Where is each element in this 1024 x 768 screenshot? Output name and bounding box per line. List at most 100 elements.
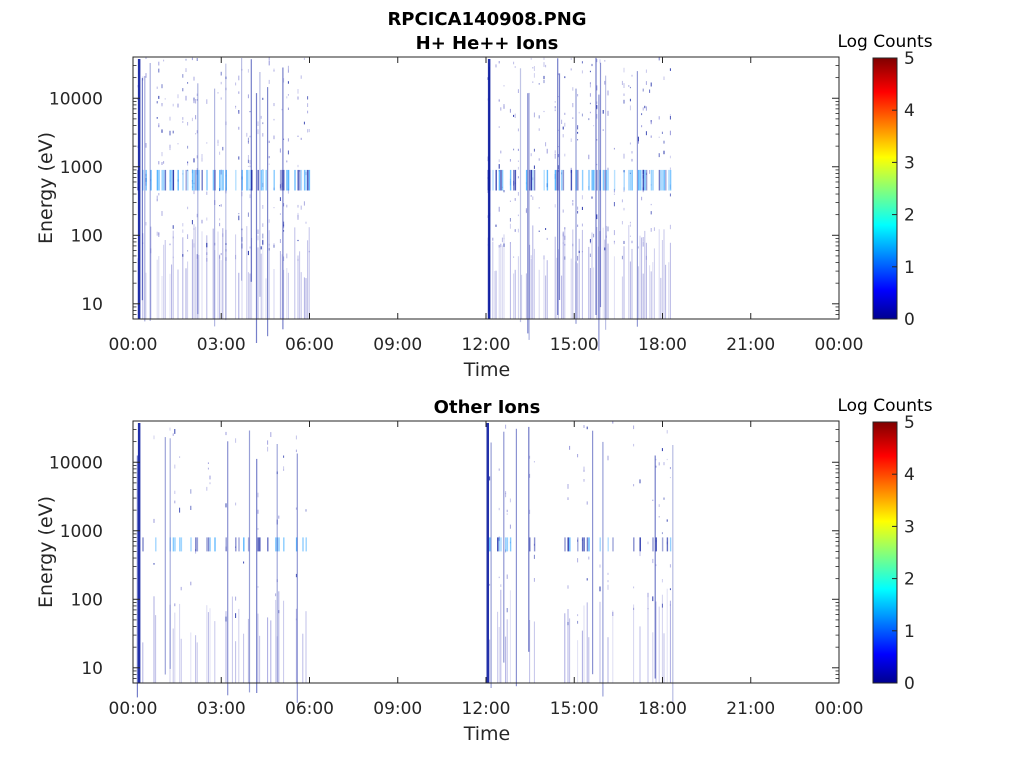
spectrogram-area xyxy=(137,57,672,351)
trace-speckle xyxy=(174,464,176,469)
trace-speckle xyxy=(241,191,243,197)
energy-band xyxy=(169,537,171,552)
burst-line xyxy=(519,68,522,323)
trace-speckle xyxy=(567,484,569,489)
trace-column xyxy=(639,626,641,683)
trace-speckle xyxy=(572,202,574,206)
burst-line xyxy=(136,455,138,698)
energy-band xyxy=(195,169,197,191)
trace-speckle xyxy=(607,110,609,116)
trace-column xyxy=(267,617,269,683)
energy-band xyxy=(206,169,208,191)
trace-speckle xyxy=(247,137,249,143)
trace-speckle xyxy=(283,221,285,227)
energy-band xyxy=(214,169,216,191)
trace-speckle xyxy=(268,248,270,251)
trace-speckle xyxy=(577,255,579,261)
trace-column xyxy=(521,274,523,319)
trace-speckle xyxy=(577,125,579,130)
trace-speckle xyxy=(538,230,540,232)
trace-speckle xyxy=(570,138,572,142)
energy-band xyxy=(509,537,512,552)
trace-speckle xyxy=(613,240,615,245)
trace-speckle xyxy=(238,91,240,94)
trace-speckle xyxy=(182,229,184,233)
trace-speckle xyxy=(650,135,652,138)
trace-speckle xyxy=(196,58,198,61)
trace-speckle xyxy=(569,445,571,450)
trace-speckle xyxy=(653,227,655,231)
energy-band xyxy=(294,169,296,191)
trace-speckle xyxy=(247,69,249,73)
trace-speckle xyxy=(235,105,237,107)
trace-speckle xyxy=(273,245,275,248)
trace-speckle xyxy=(498,99,500,102)
trace-speckle xyxy=(509,242,511,244)
trace-speckle xyxy=(191,57,193,61)
trace-speckle xyxy=(593,125,595,127)
trace-speckle xyxy=(623,207,625,211)
trace-speckle xyxy=(637,140,639,144)
colorbar-tick-label: 5 xyxy=(904,413,915,433)
energy-band xyxy=(492,169,494,191)
energy-band xyxy=(259,537,261,552)
trace-column xyxy=(190,632,192,683)
trace-column xyxy=(517,256,519,319)
trace-speckle xyxy=(529,455,531,459)
trace-speckle xyxy=(299,170,301,172)
energy-band xyxy=(501,169,504,191)
trace-column xyxy=(663,633,665,683)
trace-speckle xyxy=(557,165,559,170)
trace-column xyxy=(219,254,221,319)
trace-speckle xyxy=(570,68,572,71)
energy-band xyxy=(623,169,625,191)
trace-speckle xyxy=(174,490,176,494)
trace-column xyxy=(658,229,660,319)
trace-column xyxy=(530,258,532,319)
trace-column xyxy=(567,609,569,683)
trace-column xyxy=(174,612,176,683)
trace-speckle xyxy=(666,430,668,434)
trace-speckle xyxy=(247,165,249,167)
energy-band xyxy=(669,537,672,552)
trace-column xyxy=(644,230,646,319)
trace-speckle xyxy=(180,586,182,591)
trace-speckle xyxy=(235,546,237,548)
trace-speckle xyxy=(267,446,269,452)
trace-speckle xyxy=(182,254,184,257)
trace-speckle xyxy=(564,112,566,115)
energy-band xyxy=(219,169,221,191)
trace-speckle xyxy=(629,98,631,102)
trace-column xyxy=(653,248,655,319)
onset-burst xyxy=(486,423,489,683)
trace-speckle xyxy=(663,76,665,80)
trace-speckle xyxy=(639,551,641,557)
x-tick-label: 00:00 xyxy=(109,335,158,355)
trace-speckle xyxy=(567,585,569,589)
trace-speckle xyxy=(570,57,572,60)
energy-band xyxy=(265,169,267,191)
trace-column xyxy=(533,248,535,319)
energy-band xyxy=(172,169,175,191)
trace-speckle xyxy=(633,425,635,430)
trace-column xyxy=(621,276,623,319)
trace-speckle xyxy=(613,202,615,207)
energy-band xyxy=(249,169,251,191)
trace-speckle xyxy=(642,107,644,111)
trace-speckle xyxy=(187,145,189,149)
energy-band xyxy=(305,169,307,191)
energy-band xyxy=(198,169,200,191)
trace-column xyxy=(581,229,583,319)
burst-line xyxy=(164,437,166,675)
trace-speckle xyxy=(517,148,519,151)
trace-speckle xyxy=(196,213,198,218)
trace-speckle xyxy=(161,84,163,89)
trace-column xyxy=(191,239,193,319)
trace-speckle xyxy=(613,147,615,150)
energy-band xyxy=(273,169,275,191)
trace-speckle xyxy=(297,89,299,94)
trace-column xyxy=(660,277,662,319)
trace-speckle xyxy=(249,160,251,165)
trace-speckle xyxy=(514,113,516,118)
trace-speckle xyxy=(509,218,511,222)
